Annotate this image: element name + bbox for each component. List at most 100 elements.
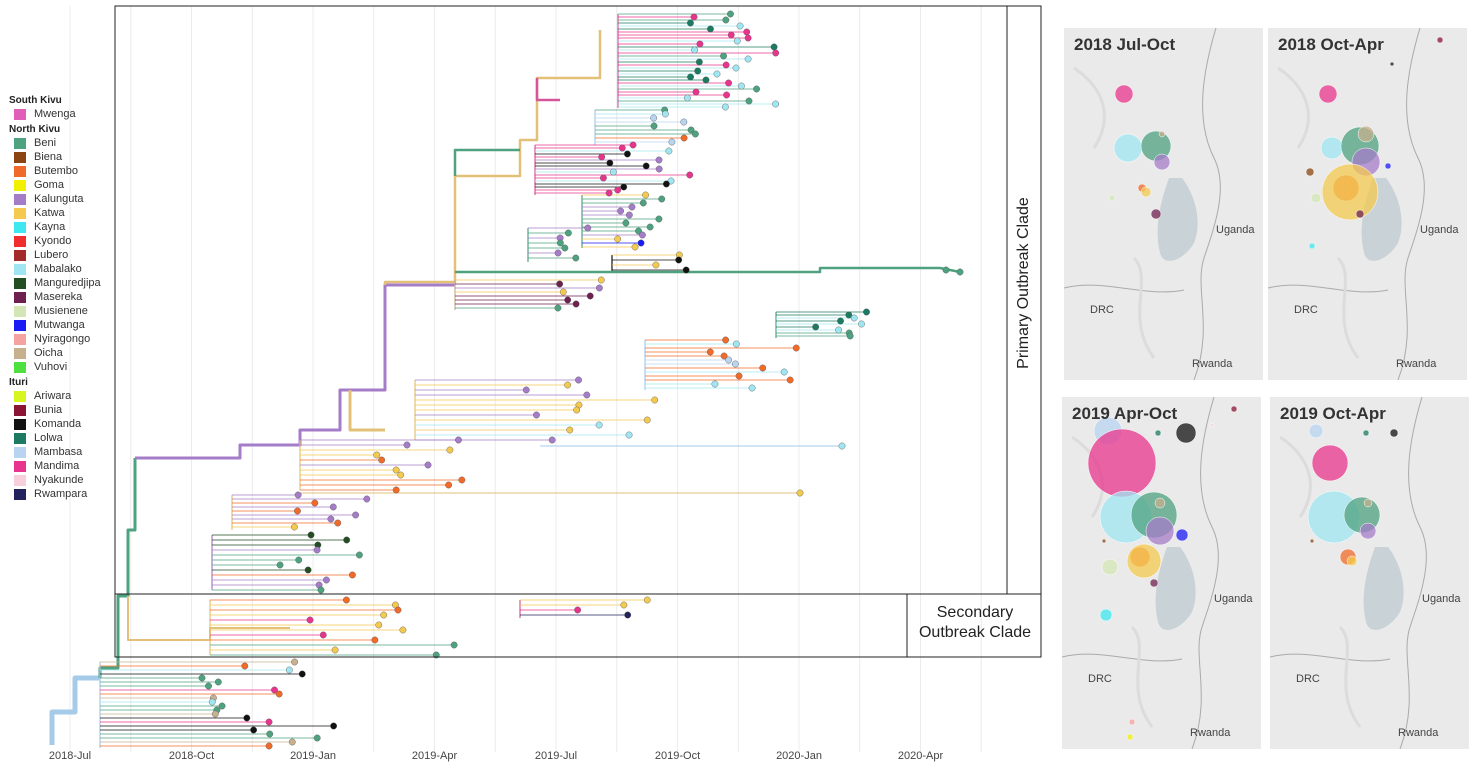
tree-tip [564,229,572,237]
case-bubble [1158,130,1166,138]
legend-swatch [14,305,26,317]
tree-tip [642,191,649,199]
tree-tip [858,320,865,328]
tree-tip [863,308,870,316]
tree-tip [329,503,337,511]
legend-label: Mambasa [34,446,83,458]
tree-tip [250,726,257,734]
legend-item: Mutwanga [8,318,118,332]
tree-tip [651,396,659,404]
tree-tip [597,276,605,284]
case-bubble [1230,405,1238,413]
tree-tip [586,292,594,300]
tree-tip [702,76,710,84]
tree-tip [363,495,371,503]
tree-tip [812,323,820,331]
map-label-drc: DRC [1296,673,1320,685]
tree-tip [686,171,694,179]
tree-tip [294,507,301,515]
tree-tip [721,103,729,111]
tree-tip [317,586,325,594]
legend-item: Oicha [8,346,118,360]
tree-tip [675,256,683,264]
tree-tip [738,82,745,90]
tree-tip [208,698,216,706]
legend-label: Lolwa [34,432,63,444]
border-lines [1062,397,1219,749]
axis-tick-label: 2019-Jan [290,750,336,762]
tree-tip [306,616,314,624]
tree-tip [625,211,633,219]
tree-tip [684,94,691,102]
case-bubble [1101,538,1107,544]
tree-tip [655,215,663,223]
map-label-drc: DRC [1088,673,1112,685]
legend-swatch [14,207,26,219]
case-bubble [1145,516,1175,546]
legend-item: Ariwara [8,389,118,403]
tree-tip [639,199,647,207]
tree-tip [311,499,319,507]
case-bubble [1346,555,1358,567]
legend-item: Nyakunde [8,473,118,487]
case-bubble [1114,84,1134,104]
tree-branch [135,283,455,460]
tree-tip [572,254,580,262]
tree-tip [682,266,690,274]
legend-swatch [14,446,26,458]
legend-label: Vuhovi [34,361,68,373]
case-bubble [1357,125,1375,143]
map-canvas [1064,28,1263,380]
legend-label: Musienene [34,305,88,317]
tree-tip [722,16,730,24]
tree-tip [725,356,733,364]
tree-tip [845,311,853,319]
tree-tip [759,364,767,372]
tree-tip [707,25,714,33]
case-bubble [1363,498,1373,508]
tree-tip [343,596,350,604]
legend-label: Ariwara [34,390,72,402]
tree-tip [837,317,844,325]
legend-label: Masereka [34,291,83,303]
tree-tip [725,79,732,87]
tree-tip [643,596,651,604]
legend-swatch [14,460,26,472]
tree-tip [744,34,752,42]
map-label-rwanda: Rwanda [1398,727,1439,739]
tree-tip [455,436,462,444]
legend-label: Oicha [34,347,63,359]
legend-swatch [14,151,26,163]
tree-tip [732,360,739,368]
tree-branch [535,78,560,102]
tree-tip [548,436,556,444]
legend-label: Nyiragongo [34,333,91,345]
tree-tip [343,536,351,544]
tree-tip [243,714,251,722]
case-bubble [1101,558,1119,576]
tree-tip [298,670,306,678]
tree-tip [720,352,728,360]
map-title: 2019 Apr-Oct [1072,404,1178,423]
legend-label: Manguredjipa [34,277,101,289]
case-bubble [1320,136,1344,160]
case-bubble [1308,242,1316,250]
primary-clade-label: Primary Outbreak Clade [1015,197,1032,369]
tree-tip [643,416,651,424]
tree-tip [745,97,753,105]
map-canvas [1062,397,1261,749]
legend-swatch [14,361,26,373]
legend-swatch [14,488,26,500]
legend-item: Goma [8,178,118,192]
tree-tip [598,153,606,161]
tree-tip [198,674,206,682]
tree-tip [687,19,694,27]
border-lines [1270,397,1427,749]
tree-tip [655,156,663,164]
tree-tip [276,561,284,569]
tree-tip [838,442,846,450]
axis-tick-label: 2020-Jan [776,750,822,762]
tree-tip [559,288,567,296]
map-label-drc: DRC [1090,304,1114,316]
tree-tip [600,174,607,182]
